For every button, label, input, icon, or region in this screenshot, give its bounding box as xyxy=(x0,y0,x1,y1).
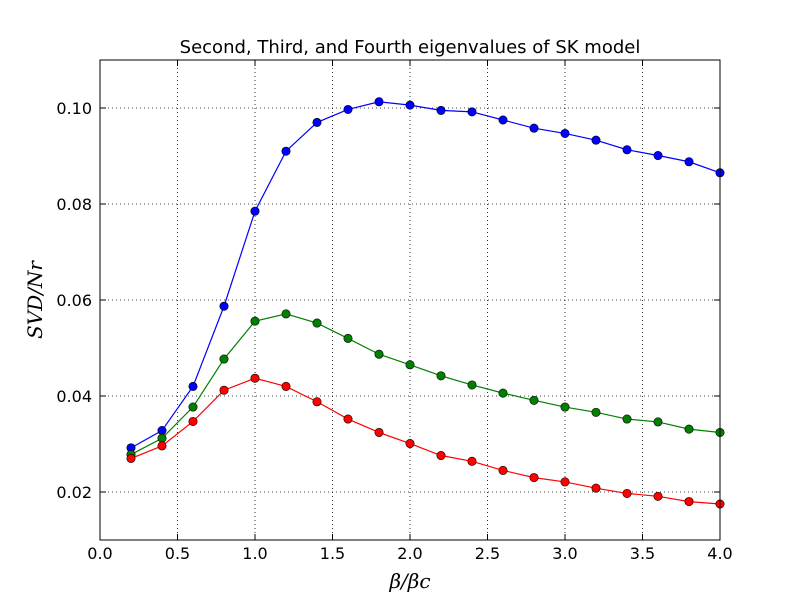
x-tick-label: 2.5 xyxy=(475,544,500,563)
x-tick-label: 4.0 xyxy=(707,544,732,563)
series-1-point xyxy=(684,157,694,167)
series-1-point xyxy=(653,151,663,161)
grid xyxy=(99,60,721,540)
series-3-point xyxy=(157,441,167,451)
series-1-point xyxy=(622,145,632,155)
series-2-point xyxy=(374,349,384,359)
series-2-point xyxy=(436,371,446,381)
series-1-point xyxy=(281,146,291,156)
series-1-point xyxy=(529,123,539,133)
series-2-point xyxy=(622,414,632,424)
series-3-point xyxy=(498,465,508,475)
y-tick-label: 0.10 xyxy=(56,99,92,118)
series-2-point xyxy=(529,395,539,405)
series-2-point xyxy=(653,417,663,427)
series-3-point xyxy=(250,373,260,383)
y-tick-label: 0.08 xyxy=(56,195,92,214)
series-3-point xyxy=(219,385,229,395)
series-3-point xyxy=(622,488,632,498)
series-3-point xyxy=(653,491,663,501)
chart-title: Second, Third, and Fourth eigenvalues of… xyxy=(180,37,641,58)
x-tick-label: 2.0 xyxy=(397,544,422,563)
series-3-point xyxy=(560,477,570,487)
series-1-point xyxy=(157,426,167,436)
series-2-point xyxy=(560,402,570,412)
series-line-3 xyxy=(130,377,721,505)
series-2-point xyxy=(343,333,353,343)
series-1-point xyxy=(436,105,446,115)
series-1-point xyxy=(591,135,601,145)
series-3-point xyxy=(591,483,601,493)
series-1-point xyxy=(188,381,198,391)
y-tick-label: 0.02 xyxy=(56,483,92,502)
y-axis-label: SVD/Nr xyxy=(23,260,47,339)
series-2-point xyxy=(250,316,260,326)
series-3-point xyxy=(529,473,539,483)
series-2-point xyxy=(281,309,291,319)
series-line-2 xyxy=(130,313,721,456)
y-tick-label: 0.06 xyxy=(56,291,92,310)
series-line-1 xyxy=(130,101,721,449)
series-1-point xyxy=(343,104,353,114)
series-3-point xyxy=(281,381,291,391)
series-1-point xyxy=(405,100,415,110)
series-3-point xyxy=(343,414,353,424)
series-lines xyxy=(130,101,721,505)
series-1-point xyxy=(250,206,260,216)
series-2-point xyxy=(157,433,167,443)
x-tick-label: 0.5 xyxy=(165,544,190,563)
series-2-point xyxy=(405,360,415,370)
x-tick-label: 3.0 xyxy=(552,544,577,563)
series-3-point xyxy=(467,456,477,466)
series-2-point xyxy=(312,318,322,328)
series-2-point xyxy=(219,354,229,364)
series-3-point xyxy=(188,416,198,426)
series-1-point xyxy=(560,128,570,138)
series-1-point xyxy=(467,107,477,117)
series-3-point xyxy=(436,451,446,461)
y-tick-label: 0.04 xyxy=(56,387,92,406)
x-tick-label: 3.5 xyxy=(630,544,655,563)
series-1-point xyxy=(374,97,384,107)
series-1-point xyxy=(312,117,322,127)
x-axis-label: β/βc xyxy=(388,569,430,593)
series-3-point xyxy=(312,397,322,407)
series-1-point xyxy=(219,301,229,311)
series-points xyxy=(126,97,725,509)
series-2-point xyxy=(684,424,694,434)
y-axis-ticks: 0.02 0.04 0.06 0.08 0.10 xyxy=(56,99,720,502)
series-1-point xyxy=(498,115,508,125)
series-3-point xyxy=(405,439,415,449)
x-tick-label: 1.0 xyxy=(242,544,267,563)
series-2-point xyxy=(467,380,477,390)
series-2-point xyxy=(188,402,198,412)
x-tick-label: 1.5 xyxy=(320,544,345,563)
x-tick-label: 0.0 xyxy=(87,544,112,563)
series-2-point xyxy=(498,388,508,398)
series-3-point xyxy=(374,427,384,437)
x-axis-ticks: 0.0 0.5 1.0 1.5 2.0 2.5 3.0 3.5 4.0 xyxy=(87,60,733,563)
series-3-point xyxy=(126,453,136,463)
series-3-point xyxy=(684,497,694,507)
series-2-point xyxy=(591,407,601,417)
